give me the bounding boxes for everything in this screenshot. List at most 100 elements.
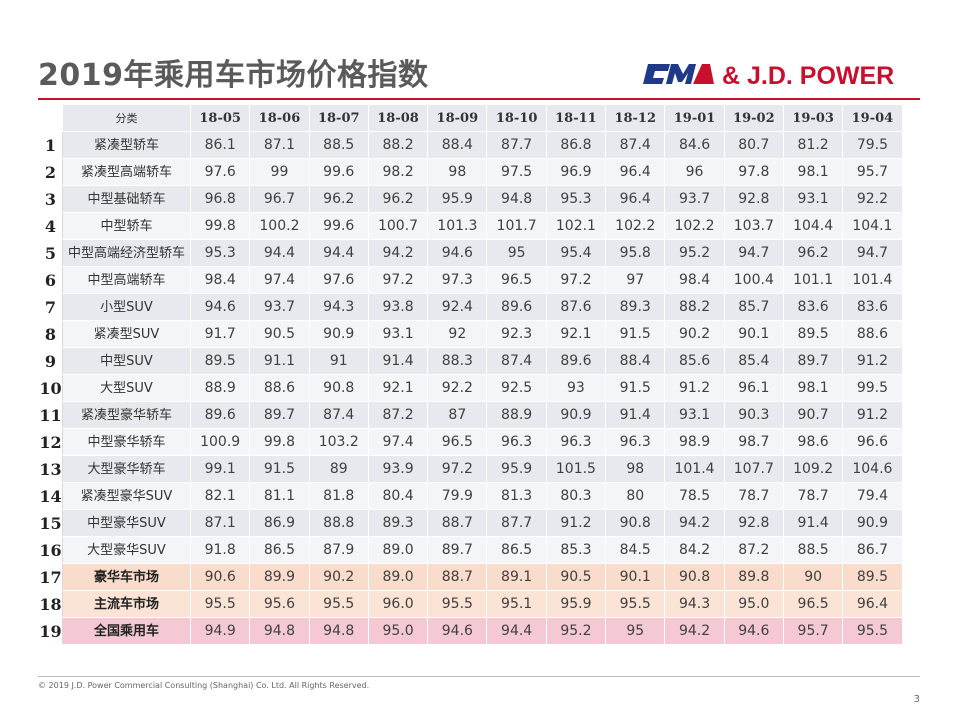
index-value-cell: 96 (664, 158, 725, 186)
index-value-cell: 101.3 (427, 212, 488, 240)
index-value-cell: 95.7 (782, 617, 844, 645)
row-category: 中型豪华轿车 (62, 428, 191, 456)
index-value-cell: 86.5 (486, 536, 547, 564)
price-index-table: 分类 18-05 18-06 18-07 18-08 18-09 18-10 18-11 18-… (38, 104, 903, 645)
index-value-cell: 98.6 (782, 428, 844, 456)
index-value-cell: 89.6 (189, 401, 251, 429)
index-value-cell: 87.2 (367, 401, 429, 429)
index-value-cell: 86.9 (249, 509, 310, 537)
row-category: 全国乘用车 (62, 617, 191, 645)
table-row: 10 大型SUV 88.9 88.6 90.8 92.1 92.2 92.5 93 91.5 91.… (38, 374, 903, 402)
index-value-cell: 79.5 (842, 131, 903, 159)
index-value-cell: 95.2 (664, 239, 725, 267)
index-value-cell: 97.3 (427, 266, 488, 294)
footer-divider (38, 676, 920, 677)
index-value-cell: 84.2 (664, 536, 725, 564)
index-value-cell: 96.4 (842, 590, 903, 618)
index-value-cell: 100.4 (723, 266, 784, 294)
row-category: 中型豪华SUV (62, 509, 191, 537)
category-header: 分类 (62, 104, 191, 132)
index-value-cell: 94.6 (427, 617, 488, 645)
title-divider (38, 98, 920, 100)
index-value-cell: 80 (605, 482, 666, 510)
index-value-cell: 91.5 (605, 374, 666, 402)
index-value-cell: 88.9 (189, 374, 251, 402)
index-value-cell: 92.8 (723, 185, 784, 213)
index-value-cell: 103.7 (723, 212, 784, 240)
index-value-cell: 94.4 (486, 617, 547, 645)
index-value-cell: 91.1 (249, 347, 310, 375)
index-value-cell: 80.7 (723, 131, 784, 159)
row-category: 豪华车市场 (62, 563, 191, 591)
table-row: 8 紧凑型SUV 91.7 90.5 90.9 93.1 92 92.3 92.1 91.5 90.… (38, 320, 903, 348)
index-value-cell: 89.6 (486, 293, 547, 321)
index-value-cell: 94.6 (427, 239, 488, 267)
index-value-cell: 93.1 (664, 401, 725, 429)
index-header (38, 104, 63, 132)
index-value-cell: 96.7 (249, 185, 310, 213)
index-value-cell: 90.2 (308, 563, 369, 591)
index-value-cell: 84.6 (664, 131, 725, 159)
index-value-cell: 96.2 (308, 185, 369, 213)
index-value-cell: 101.7 (486, 212, 547, 240)
table-header-row: 分类 18-05 18-06 18-07 18-08 18-09 18-10 18-11 18-… (38, 104, 903, 132)
table-row: 5 中型高端经济型轿车 95.3 94.4 94.4 94.2 94.6 95 95.4 95.8… (38, 239, 903, 267)
index-value-cell: 91.4 (782, 509, 844, 537)
index-value-cell: 98.4 (189, 266, 251, 294)
index-value-cell: 86.7 (842, 536, 903, 564)
index-value-cell: 94.8 (308, 617, 369, 645)
index-value-cell: 90.9 (842, 509, 903, 537)
index-value-cell: 89.8 (723, 563, 784, 591)
row-category: 紧凑型豪华轿车 (62, 401, 191, 429)
index-value-cell: 98.1 (782, 374, 844, 402)
index-value-cell: 94.2 (664, 509, 725, 537)
index-value-cell: 87.1 (249, 131, 310, 159)
index-value-cell: 94.3 (664, 590, 725, 618)
index-value-cell: 96.1 (723, 374, 784, 402)
index-value-cell: 87.4 (605, 131, 666, 159)
index-value-cell: 95.5 (308, 590, 369, 618)
row-category: 中型轿车 (62, 212, 191, 240)
index-value-cell: 79.9 (427, 482, 488, 510)
index-value-cell: 83.6 (782, 293, 844, 321)
index-value-cell: 90.2 (664, 320, 725, 348)
index-value-cell: 95.5 (605, 590, 666, 618)
month-header: 18-05 (189, 104, 251, 132)
row-category: 大型豪华SUV (62, 536, 191, 564)
index-value-cell: 96.2 (367, 185, 429, 213)
index-value-cell: 79.4 (842, 482, 903, 510)
copyright-text: © 2019 J.D. Power Commercial Consulting … (38, 681, 370, 690)
index-value-cell: 91.2 (664, 374, 725, 402)
table-row: 19 全国乘用车 94.9 94.8 94.8 95.0 94.6 94.4 95.2 95 94.… (38, 617, 903, 645)
index-value-cell: 89.3 (367, 509, 429, 537)
index-value-cell: 94.3 (308, 293, 369, 321)
price-index-table-container: 分类 18-05 18-06 18-07 18-08 18-09 18-10 18-11 18-… (38, 104, 903, 645)
index-value-cell: 97 (605, 266, 666, 294)
index-value-cell: 98.4 (664, 266, 725, 294)
row-index: 11 (38, 401, 63, 429)
index-value-cell: 96.4 (605, 158, 666, 186)
index-value-cell: 95.1 (486, 590, 547, 618)
index-value-cell: 96.6 (842, 428, 903, 456)
page-title: 2019年乘用车市场价格指数 (38, 58, 429, 93)
index-value-cell: 107.7 (723, 455, 784, 483)
index-value-cell: 86.1 (189, 131, 251, 159)
index-value-cell: 81.3 (486, 482, 547, 510)
index-value-cell: 97.4 (367, 428, 429, 456)
index-value-cell: 93.1 (782, 185, 844, 213)
index-value-cell: 95.6 (249, 590, 310, 618)
row-category: 中型基础轿车 (62, 185, 191, 213)
month-header: 19-01 (664, 104, 725, 132)
index-value-cell: 89.6 (545, 347, 607, 375)
month-header: 18-10 (486, 104, 547, 132)
index-value-cell: 93.7 (664, 185, 725, 213)
index-value-cell: 87.7 (486, 509, 547, 537)
table-row: 2 紧凑型高端轿车 97.6 99 99.6 98.2 98 97.5 96.9 96.4 96 97… (38, 158, 903, 186)
index-value-cell: 96.3 (545, 428, 607, 456)
index-value-cell: 88.4 (427, 131, 488, 159)
index-value-cell: 98.7 (723, 428, 784, 456)
table-body: 1 紧凑型轿车 86.1 87.1 88.5 88.2 88.4 87.7 86.8 87.4 84… (38, 131, 903, 645)
table-row: 15 中型豪华SUV 87.1 86.9 88.8 89.3 88.7 87.7 91.2 90.… (38, 509, 903, 537)
index-value-cell: 92.8 (723, 509, 784, 537)
row-index: 14 (38, 482, 63, 510)
